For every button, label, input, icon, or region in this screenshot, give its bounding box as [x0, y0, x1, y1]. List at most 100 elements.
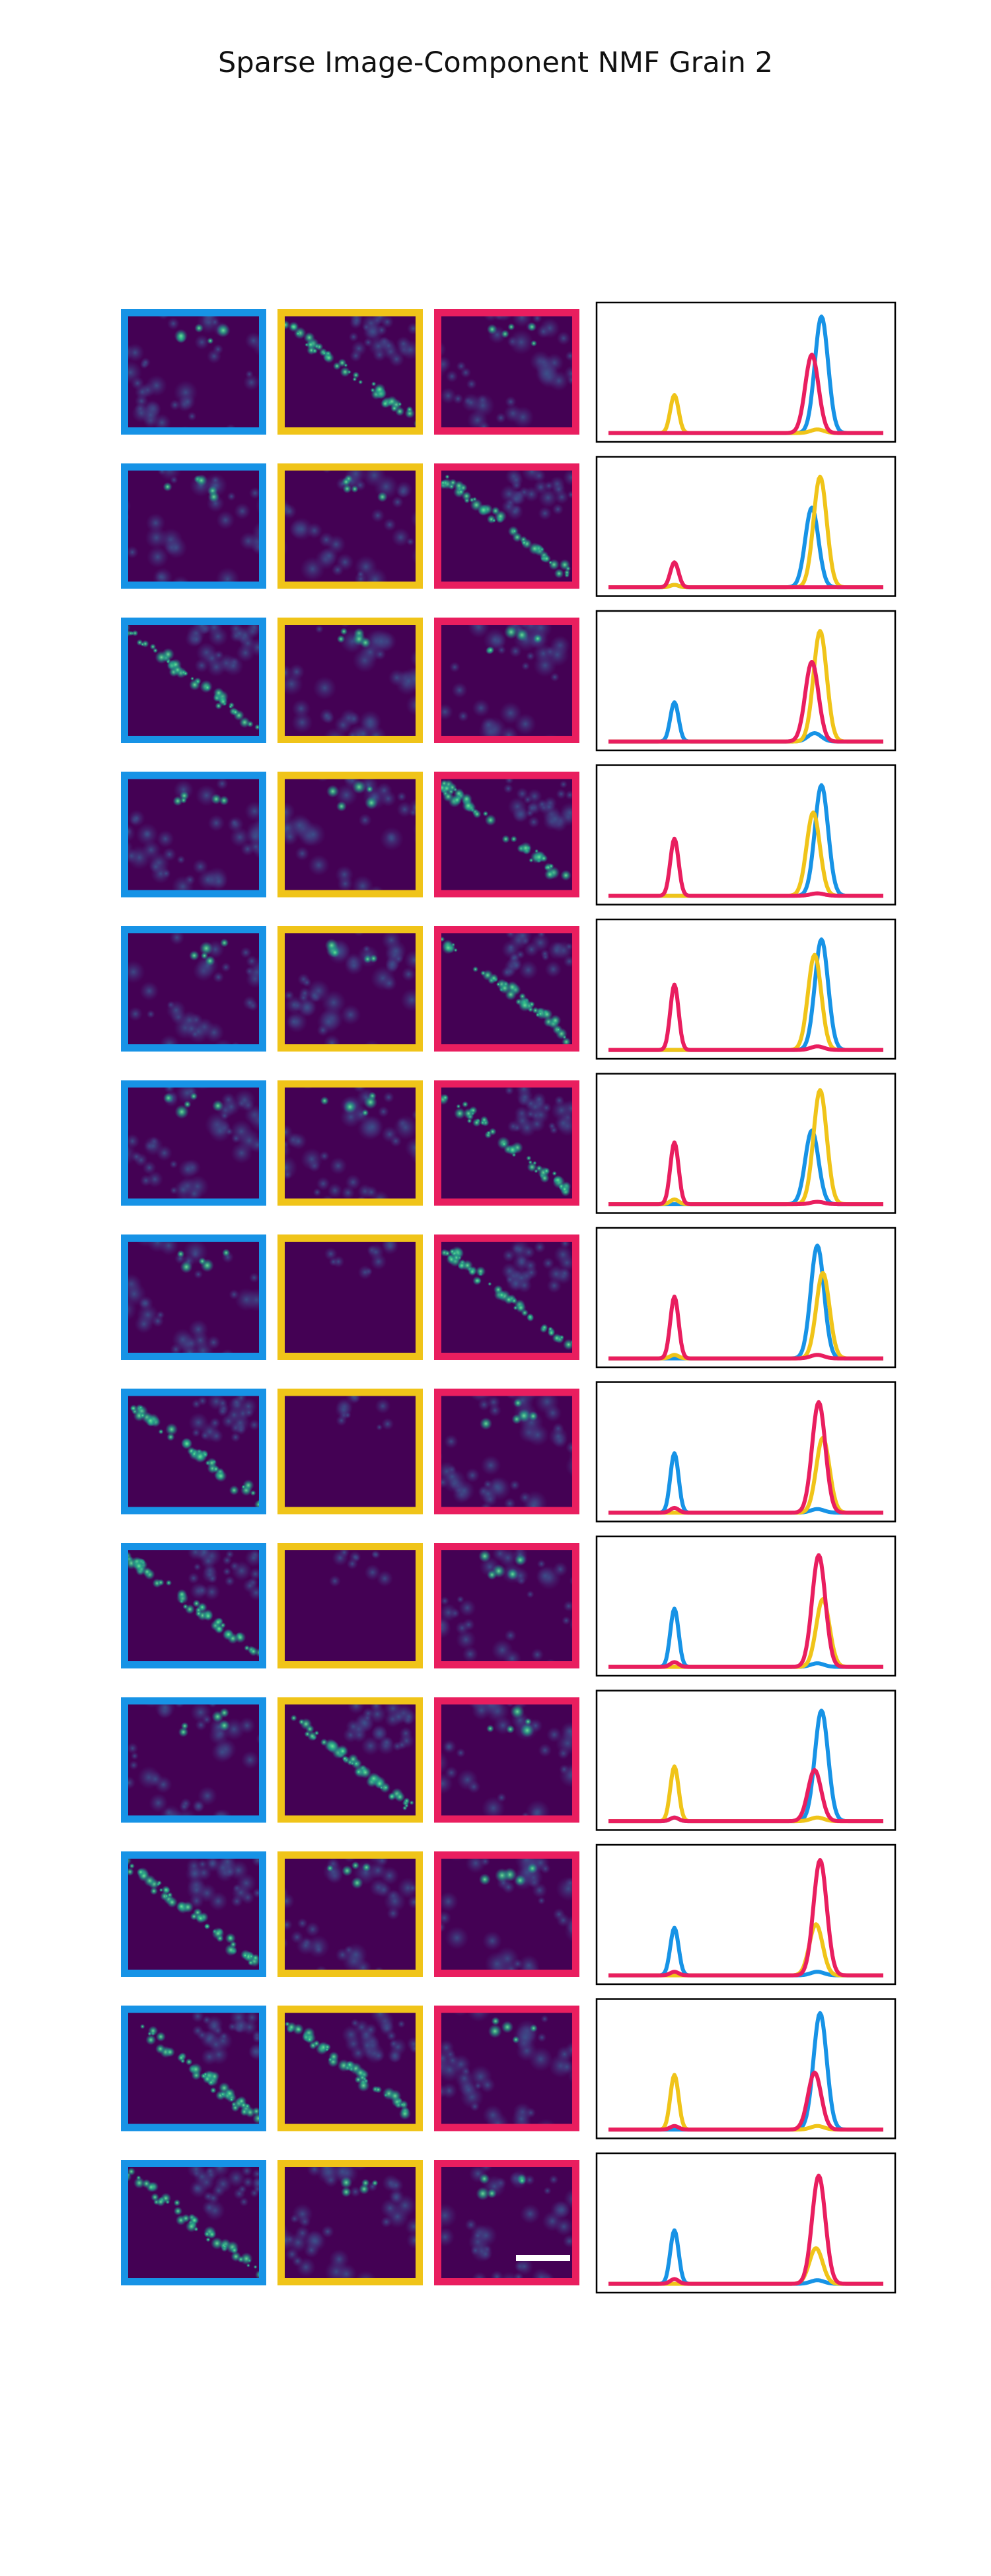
component-3-frame	[434, 309, 579, 435]
series-line-component-3	[608, 1140, 884, 1207]
component-3-frame	[434, 2160, 579, 2285]
plot-frame	[595, 918, 897, 1060]
component-3-frame	[434, 926, 579, 1052]
plot-frame	[595, 1843, 897, 1986]
component-2-frame	[277, 1851, 423, 1977]
component-2-frame	[277, 1543, 423, 1668]
series-line-component-3	[608, 660, 884, 744]
component-1-image	[121, 926, 266, 1052]
plot-frame	[595, 610, 897, 752]
component-1-frame	[121, 771, 266, 898]
component-1-frame	[121, 1543, 266, 1668]
figure-rows	[121, 301, 897, 2294]
component-1-image	[121, 1234, 266, 1360]
component-3-image	[434, 2160, 579, 2285]
component-1-image	[121, 2005, 266, 2131]
spectrum-plot	[595, 1690, 897, 1831]
spectrum-plot	[595, 1843, 897, 1986]
plot-frame	[595, 456, 897, 597]
component-2-frame	[277, 309, 423, 435]
spectrum-plot	[595, 1535, 897, 1677]
series-line-component-3	[608, 1553, 884, 1669]
component-1-frame	[121, 1697, 266, 1823]
component-2-frame	[277, 1080, 423, 1206]
spectrum-plot	[595, 918, 897, 1060]
component-3-image	[434, 2005, 579, 2131]
component-2-image	[277, 463, 423, 589]
component-2-image	[277, 926, 423, 1052]
component-3-image	[434, 1543, 579, 1668]
spectrum-plot	[595, 2152, 897, 2294]
component-3-image	[434, 1234, 579, 1360]
series-line-component-3	[608, 1858, 884, 1978]
plot-frame	[595, 1998, 897, 2139]
component-2-frame	[277, 2160, 423, 2285]
component-1-image	[121, 1851, 266, 1977]
component-3-image	[434, 771, 579, 898]
plot-frame	[595, 1227, 897, 1369]
plot-frame	[595, 1535, 897, 1677]
component-3-image	[434, 1080, 579, 1206]
component-2-image	[277, 2160, 423, 2285]
component-1-frame	[121, 618, 266, 743]
component-2-image	[277, 1543, 423, 1668]
component-1-frame	[121, 309, 266, 435]
component-1-image	[121, 2160, 266, 2285]
component-2-image	[277, 771, 423, 898]
component-2-image	[277, 1234, 423, 1360]
component-1-frame	[121, 2005, 266, 2131]
spectrum-plot	[595, 1381, 897, 1522]
component-2-frame	[277, 771, 423, 898]
scale-bar	[516, 2255, 570, 2261]
component-2-frame	[277, 1234, 423, 1360]
component-1-image	[121, 1543, 266, 1668]
component-3-image	[434, 1851, 579, 1977]
component-3-frame	[434, 1697, 579, 1823]
component-1-image	[121, 463, 266, 589]
component-3-frame	[434, 618, 579, 743]
component-1-image	[121, 1080, 266, 1206]
plot-frame	[595, 2152, 897, 2294]
component-2-image	[277, 1697, 423, 1823]
spectrum-plot	[595, 764, 897, 906]
row-9	[121, 1535, 897, 1677]
plot-frame	[595, 764, 897, 906]
component-2-frame	[277, 463, 423, 589]
component-3-image	[434, 1388, 579, 1515]
series-line-component-3	[608, 2173, 884, 2286]
component-1-image	[121, 771, 266, 898]
component-1-image	[121, 618, 266, 743]
row-11	[121, 1843, 897, 1986]
row-6	[121, 1073, 897, 1214]
row-12	[121, 1998, 897, 2139]
component-2-frame	[277, 618, 423, 743]
component-1-image	[121, 1697, 266, 1823]
component-3-image	[434, 618, 579, 743]
component-3-image	[434, 926, 579, 1052]
component-2-image	[277, 2005, 423, 2131]
component-1-frame	[121, 1080, 266, 1206]
series-line-component-3	[608, 982, 884, 1052]
plot-frame	[595, 1073, 897, 1214]
spectrum-plot	[595, 1998, 897, 2139]
component-1-image	[121, 1388, 266, 1515]
row-5	[121, 918, 897, 1060]
series-line-component-3	[608, 1768, 884, 1824]
series-line-component-3	[608, 2070, 884, 2132]
series-line-component-3	[608, 836, 884, 898]
component-2-image	[277, 1388, 423, 1515]
spectrum-plot	[595, 301, 897, 443]
component-3-image	[434, 309, 579, 435]
row-2	[121, 456, 897, 597]
spectrum-plot	[595, 456, 897, 597]
component-1-image	[121, 309, 266, 435]
series-line-component-3	[608, 1400, 884, 1515]
component-3-frame	[434, 1543, 579, 1668]
component-3-frame	[434, 1851, 579, 1977]
component-3-frame	[434, 1234, 579, 1360]
row-13	[121, 2152, 897, 2294]
component-3-image	[434, 463, 579, 589]
spectrum-plot	[595, 610, 897, 752]
spectrum-plot	[595, 1227, 897, 1369]
